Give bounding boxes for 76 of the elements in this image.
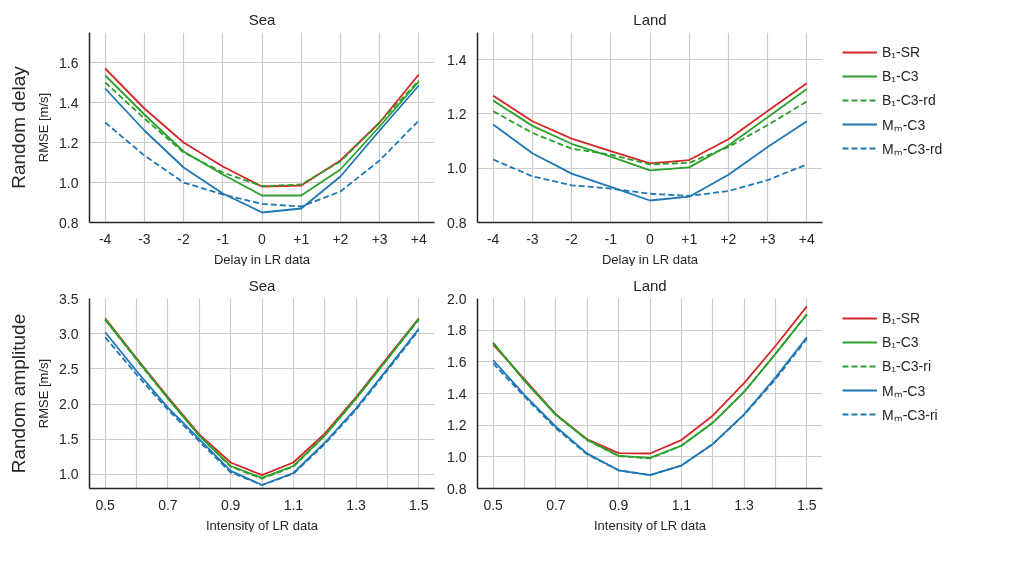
text: Random delay — [7, 65, 29, 189]
legend-label: Mₘ-C3-ri — [882, 405, 938, 424]
x-tick-label: 1.1 — [671, 496, 692, 513]
y-tick-label: 0.8 — [59, 214, 79, 231]
x-tick-label: 0.9 — [220, 496, 241, 513]
x-tick-label: +2 — [720, 230, 737, 247]
y-tick-label: 1.4 — [447, 385, 467, 402]
x-tick-label: +2 — [332, 230, 349, 247]
x-tick-label: 1.5 — [409, 496, 429, 513]
x-axis-title: Delay in LR data — [601, 251, 699, 267]
x-tick-label: 0.7 — [546, 496, 566, 513]
chart-title: Sea — [248, 10, 276, 28]
x-axis-title: Intensity of LR data — [205, 517, 319, 533]
legend-label: B₁-SR — [882, 44, 921, 60]
y-tick-label: 1.6 — [59, 54, 79, 71]
y-tick-label: 1.4 — [447, 51, 467, 68]
legend-label: Mₘ-C3 — [882, 115, 926, 134]
x-tick-label: -3 — [526, 230, 539, 247]
x-tick-label: +4 — [410, 230, 428, 247]
legend-label: B₁-C3 — [882, 334, 919, 350]
x-tick-label: 0 — [646, 230, 655, 247]
y-tick-label: 0.8 — [447, 214, 467, 231]
y-tick-label: 1.2 — [59, 134, 79, 151]
x-tick-label: +3 — [371, 230, 388, 247]
line-series — [492, 120, 808, 202]
x-tick-label: -1 — [604, 230, 618, 247]
y-tick-label: 1.0 — [447, 448, 467, 465]
x-tick-label: -2 — [177, 230, 191, 247]
y-tick-label: 1.5 — [59, 431, 79, 448]
x-axis-title: Intensity of LR data — [593, 517, 707, 533]
x-tick-label: 0 — [258, 230, 267, 247]
chart-title: Sea — [248, 276, 276, 294]
x-tick-label: -2 — [565, 230, 579, 247]
x-tick-label: -3 — [138, 230, 151, 247]
x-tick-label: +3 — [759, 230, 776, 247]
y-tick-label: 1.0 — [59, 174, 79, 191]
x-tick-label: 0.7 — [158, 496, 178, 513]
x-tick-label: 0.9 — [608, 496, 629, 513]
legend-label: Mₘ-C3 — [882, 381, 926, 400]
x-tick-label: -4 — [486, 230, 500, 247]
y-tick-label: 1.6 — [447, 353, 467, 370]
text: Random amplitude — [7, 313, 29, 474]
legend-label: B₁-C3-rd — [882, 92, 936, 108]
x-tick-label: -4 — [98, 230, 112, 247]
legend-label: B₁-C3 — [882, 68, 919, 84]
y-tick-label: 3.5 — [59, 290, 79, 307]
x-tick-label: 1.3 — [346, 496, 367, 513]
x-tick-label: 0.5 — [95, 496, 116, 513]
y-tick-label: 1.0 — [59, 466, 79, 483]
y-tick-label: 1.2 — [447, 105, 467, 122]
x-tick-label: +4 — [798, 230, 816, 247]
x-tick-label: 1.1 — [283, 496, 304, 513]
legend-label: B₁-C3-ri — [882, 358, 932, 374]
y-tick-label: 2.0 — [59, 396, 79, 413]
x-tick-label: 1.5 — [797, 496, 817, 513]
y-tick-label: 0.8 — [447, 480, 467, 497]
chart-title: Land — [633, 10, 667, 28]
x-tick-label: 1.3 — [734, 496, 755, 513]
line-series — [104, 84, 420, 214]
legend-label: Mₘ-C3-rd — [882, 139, 943, 158]
y-tick-label: 2.5 — [59, 360, 79, 377]
y-tick-label: 1.8 — [447, 322, 467, 339]
x-tick-label: +1 — [293, 230, 310, 247]
y-tick-label: 2.0 — [447, 290, 467, 307]
x-tick-label: +1 — [681, 230, 698, 247]
legend-label: B₁-SR — [882, 310, 921, 326]
x-tick-label: -1 — [216, 230, 230, 247]
y-axis-title: RMSE [m/s] — [36, 92, 52, 163]
y-axis-title: RMSE [m/s] — [36, 358, 52, 429]
y-tick-label: 1.0 — [447, 160, 467, 177]
x-axis-title: Delay in LR data — [213, 251, 311, 267]
chart-title: Land — [633, 276, 667, 294]
y-tick-label: 1.2 — [447, 417, 467, 434]
y-tick-label: 3.0 — [59, 325, 79, 342]
x-tick-label: 0.5 — [483, 496, 504, 513]
y-tick-label: 1.4 — [59, 94, 79, 111]
